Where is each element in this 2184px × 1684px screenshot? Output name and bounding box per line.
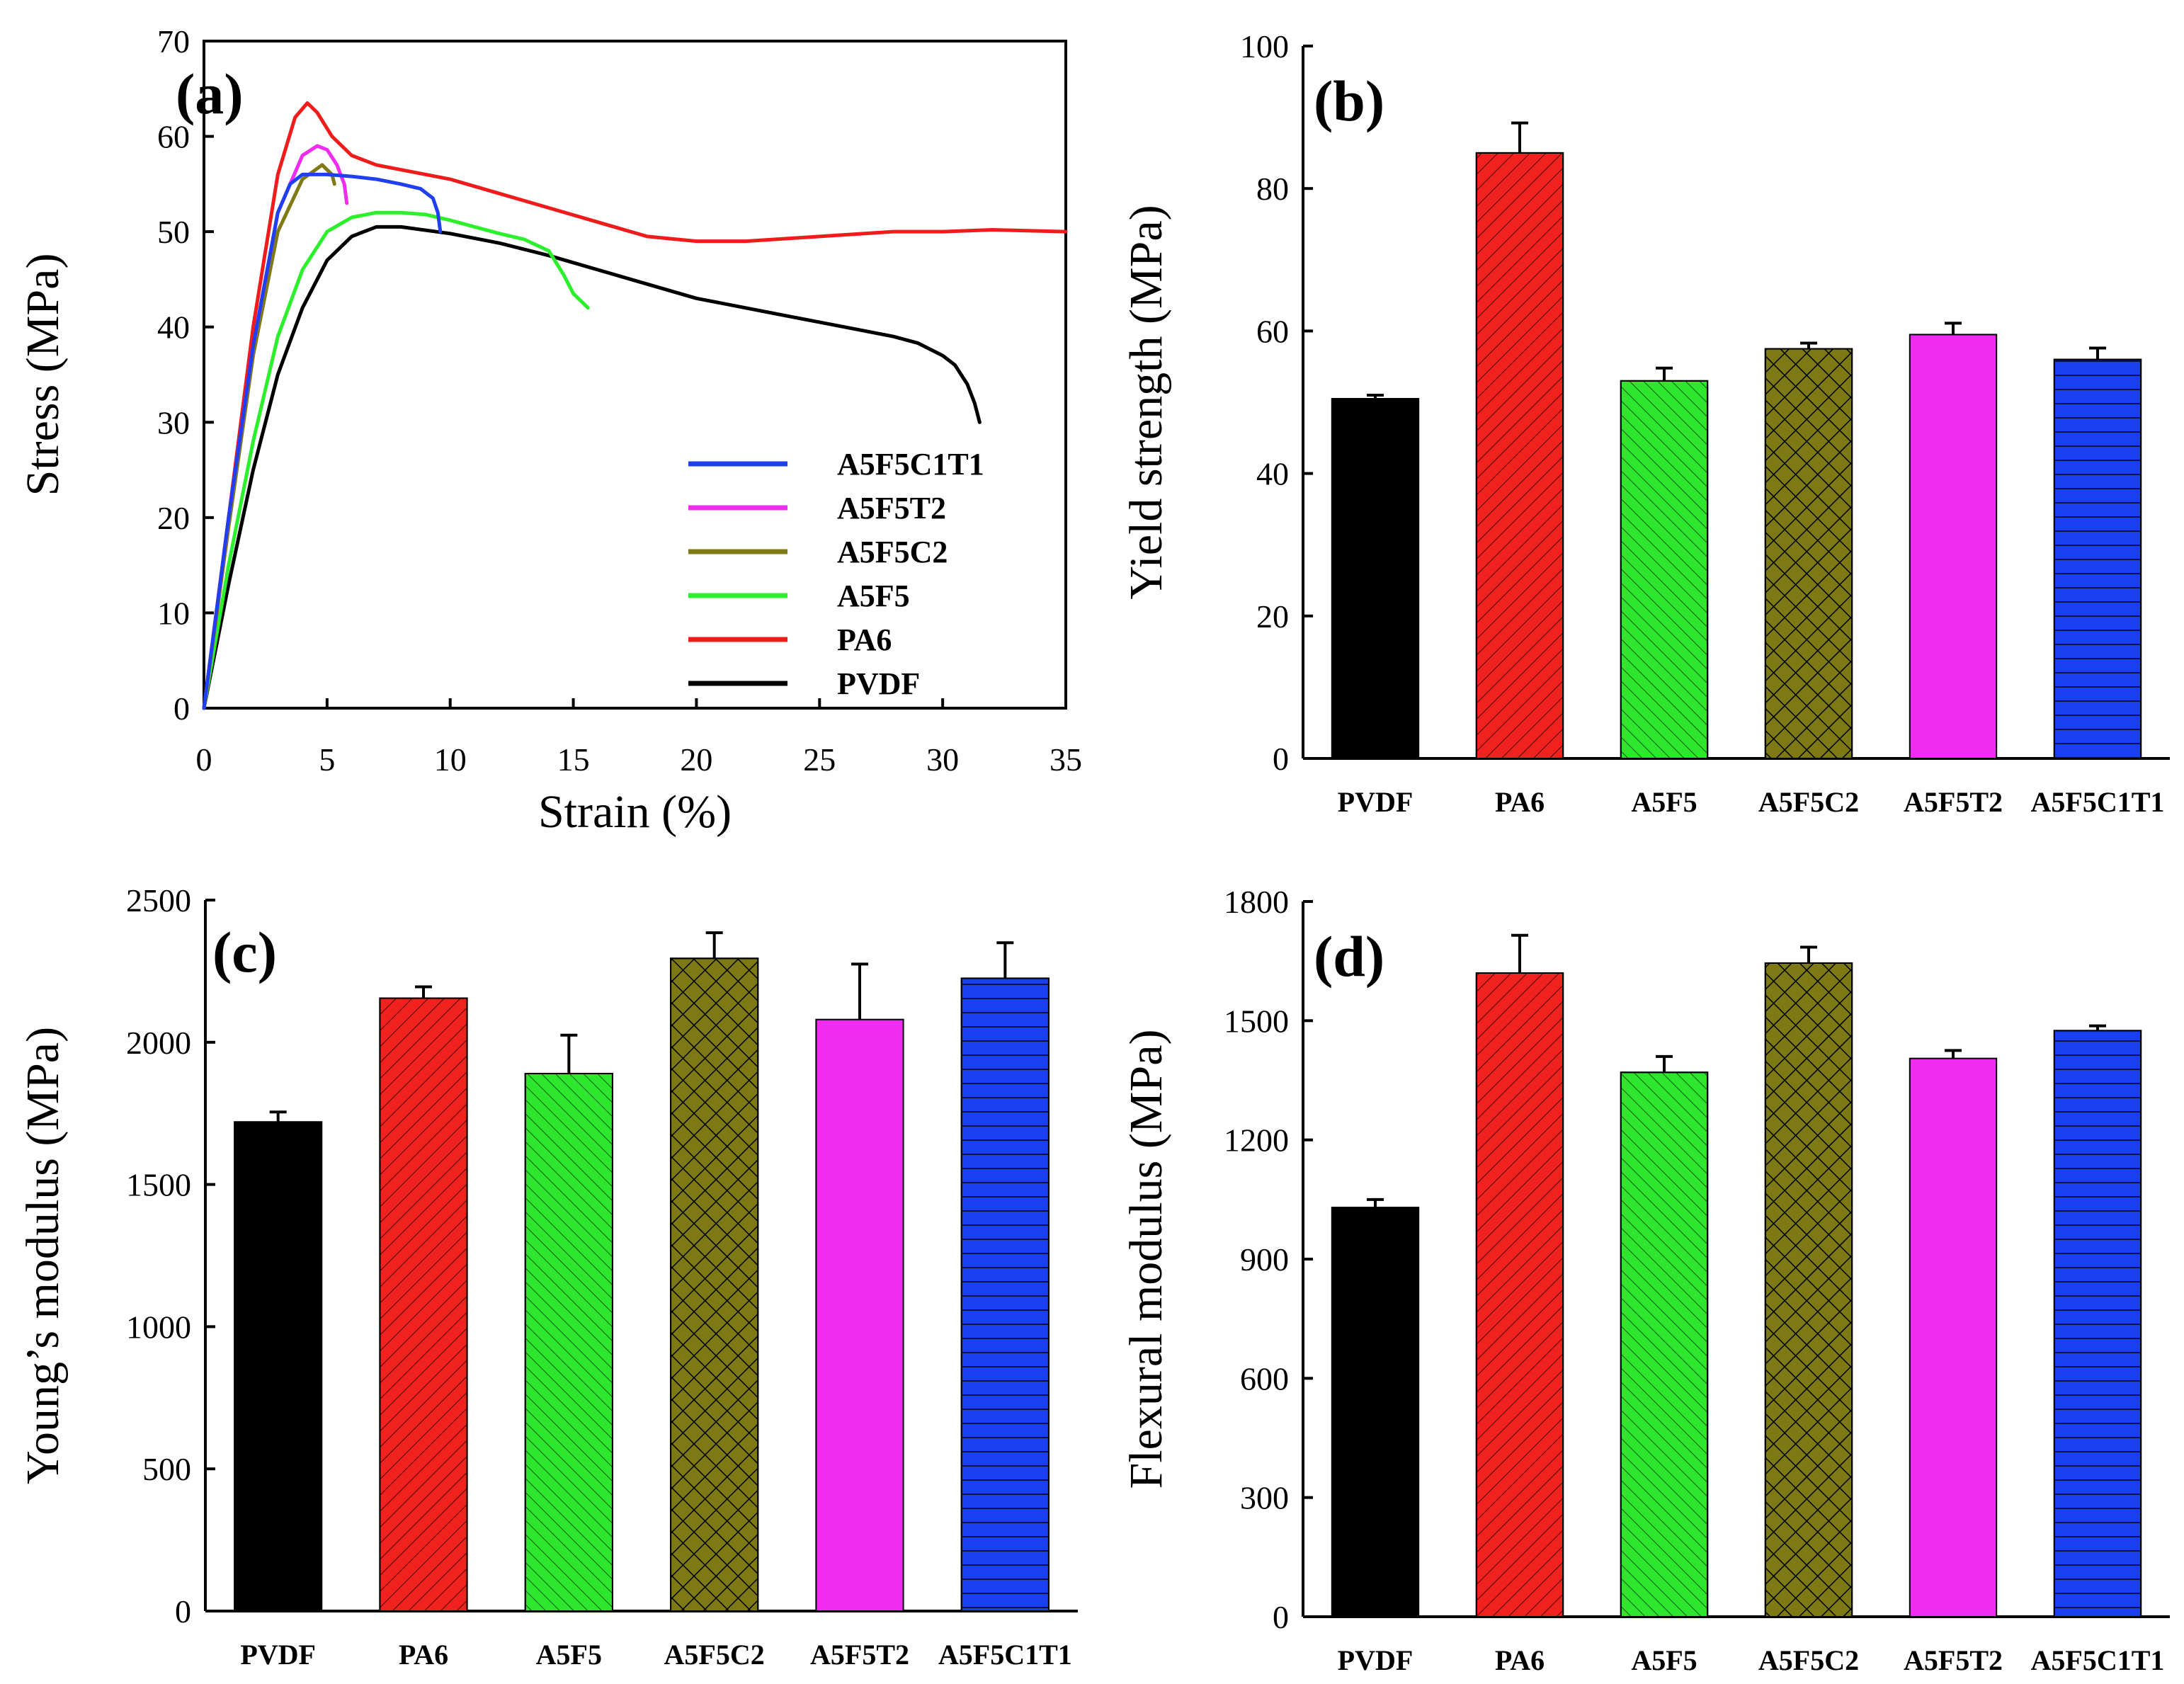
yield-y-tick-label: 0 (1273, 741, 1289, 777)
series-line-pvdf (202, 224, 982, 710)
legend-label-pvdf: PVDF (837, 666, 920, 701)
youngs-bar-pattern-a5f5 (524, 1072, 613, 1612)
yield-category-label: PVDF (1338, 786, 1414, 818)
flexural-y-tick-label: 300 (1240, 1480, 1289, 1516)
stress-y-tick-label: 60 (157, 119, 190, 155)
youngs-category-label: A5F5C2 (664, 1639, 765, 1671)
flexural-bar-pattern-pa6 (1475, 972, 1564, 1617)
flexural-bar-pattern-a5f5c2 (1764, 962, 1853, 1617)
yield-bar-pattern-a5f5c2 (1764, 348, 1853, 759)
yield-bar-pvdf (1331, 397, 1420, 759)
youngs-y-tick-label: 1500 (126, 1167, 191, 1203)
panel-label: (d) (1314, 924, 1384, 989)
yield-category-label: A5F5T2 (1904, 786, 2003, 818)
flexural-category-label: A5F5T2 (1904, 1644, 2003, 1676)
stress-y-tick-label: 20 (157, 500, 190, 536)
yield-y-tick-label: 80 (1256, 171, 1289, 207)
strain-x-tick-label: 0 (196, 741, 212, 778)
stress-y-tick-label: 10 (157, 595, 190, 631)
legend-label-a5f5c1t1: A5F5C1T1 (837, 447, 984, 482)
strain-x-tick-label: 20 (680, 741, 712, 778)
flexural-y-tick-label: 1200 (1224, 1122, 1289, 1159)
yield-y-tick-label: 20 (1256, 598, 1289, 635)
youngs-y-tick-label: 2500 (126, 882, 191, 918)
yield-y-tick-label: 40 (1256, 456, 1289, 492)
youngs-y-tick-label: 1000 (126, 1309, 191, 1345)
legend-label-a5f5: A5F5 (837, 579, 910, 613)
strain-x-tick-label: 35 (1050, 741, 1082, 778)
flexural-y-tick-label: 1500 (1224, 1003, 1289, 1039)
legend-label-pa6: PA6 (837, 622, 892, 657)
flexural-category-label: A5F5C1T1 (2031, 1644, 2165, 1676)
plot-frame (203, 40, 1067, 710)
youngs-bar-pattern-a5f5c1t1 (960, 977, 1050, 1612)
youngs-category-label: A5F5C1T1 (938, 1639, 1072, 1671)
youngs-category-label: PA6 (399, 1639, 448, 1671)
flexural-bar-pattern-a5f5 (1620, 1071, 1709, 1618)
yield-bar-pattern-a5f5c1t1 (2053, 358, 2142, 759)
series-line-a5f5c2 (202, 163, 336, 710)
flexural-category-label: A5F5C2 (1758, 1644, 1859, 1676)
strain-x-axis-title: Strain (%) (538, 786, 732, 838)
strain-x-tick-label: 10 (434, 741, 467, 778)
flexural-category-label: A5F5 (1631, 1644, 1697, 1676)
yield-bar-pattern-pa6 (1475, 152, 1564, 759)
yield-bar-a5f5t2 (1909, 334, 1998, 759)
legend-label-a5f5t2: A5F5T2 (837, 491, 946, 525)
flexural-category-label: PA6 (1495, 1644, 1545, 1676)
series-line-a5f5c1t1 (202, 172, 443, 710)
youngs-category-label: PVDF (240, 1639, 316, 1671)
stress-y-tick-label: 0 (174, 690, 190, 727)
series-line-pa6 (202, 101, 1068, 710)
flexural-y-axis-title: Flexural modulus (MPa) (1120, 1030, 1172, 1489)
flexural-modulus-panel: 0 300 600 900 1200 1500 1800 Flexural modulus (… (1120, 884, 2170, 1676)
panel-label: (a) (176, 62, 244, 126)
stress-y-tick-label: 70 (157, 23, 190, 59)
youngs-bar-a5f5t2 (815, 1018, 904, 1612)
yield-bar-pattern-a5f5 (1620, 380, 1709, 759)
yield-y-tick-label: 100 (1240, 28, 1289, 64)
youngs-y-axis-title: Young’s modulus (MPa) (17, 1027, 69, 1484)
flexural-bar-pattern-a5f5c1t1 (2053, 1030, 2142, 1617)
flexural-category-label: PVDF (1338, 1644, 1414, 1676)
youngs-bar-pvdf (234, 1121, 323, 1612)
stress-strain-panel: 0 10 20 30 40 50 60 70 Stress (MPa) 0 5 10 15 20 25 30 3… (17, 23, 1082, 838)
yield-y-tick-label: 60 (1256, 313, 1289, 349)
flexural-bar-pvdf (1331, 1207, 1420, 1617)
strain-x-tick-label: 30 (926, 741, 959, 778)
youngs-bar-pattern-a5f5c2 (670, 957, 759, 1612)
flexural-y-tick-label: 600 (1240, 1360, 1289, 1396)
strain-x-tick-label: 5 (319, 741, 335, 778)
flexural-y-tick-label: 0 (1273, 1599, 1289, 1635)
youngs-y-tick-label: 500 (142, 1451, 191, 1487)
yield-category-label: A5F5C1T1 (2031, 786, 2165, 818)
yield-strength-panel: 0 20 40 60 80 100 Yield strength (MPa) PVDF PA6 A… (1120, 28, 2170, 818)
yield-category-label: PA6 (1495, 786, 1545, 818)
flexural-bar-a5f5t2 (1909, 1057, 1998, 1617)
flexural-y-tick-label: 1800 (1224, 884, 1289, 920)
strain-x-tick-label: 15 (557, 741, 590, 778)
panel-label: (b) (1314, 69, 1384, 133)
stress-y-tick-label: 40 (157, 309, 190, 346)
strain-x-tick-label: 25 (803, 741, 836, 778)
youngs-y-tick-label: 0 (175, 1593, 191, 1629)
panel-label: (c) (212, 920, 277, 984)
yield-y-axis-title: Yield strength (MPa) (1120, 205, 1172, 599)
legend-label-a5f5c2: A5F5C2 (837, 535, 948, 569)
stress-y-axis-title: Stress (MPa) (17, 254, 69, 496)
youngs-category-label: A5F5 (536, 1639, 602, 1671)
yield-category-label: A5F5 (1631, 786, 1697, 818)
flexural-y-tick-label: 900 (1240, 1241, 1289, 1278)
yield-category-label: A5F5C2 (1758, 786, 1859, 818)
youngs-category-label: A5F5T2 (810, 1639, 909, 1671)
stress-y-tick-label: 50 (157, 214, 190, 250)
youngs-modulus-panel: 0 500 1000 1500 2000 2500 Young’s modulus (MPa… (17, 882, 1078, 1671)
youngs-bar-pattern-pa6 (379, 997, 468, 1612)
stress-y-tick-label: 30 (157, 404, 190, 440)
youngs-y-tick-label: 2000 (126, 1025, 191, 1061)
series-line-a5f5 (202, 210, 590, 710)
